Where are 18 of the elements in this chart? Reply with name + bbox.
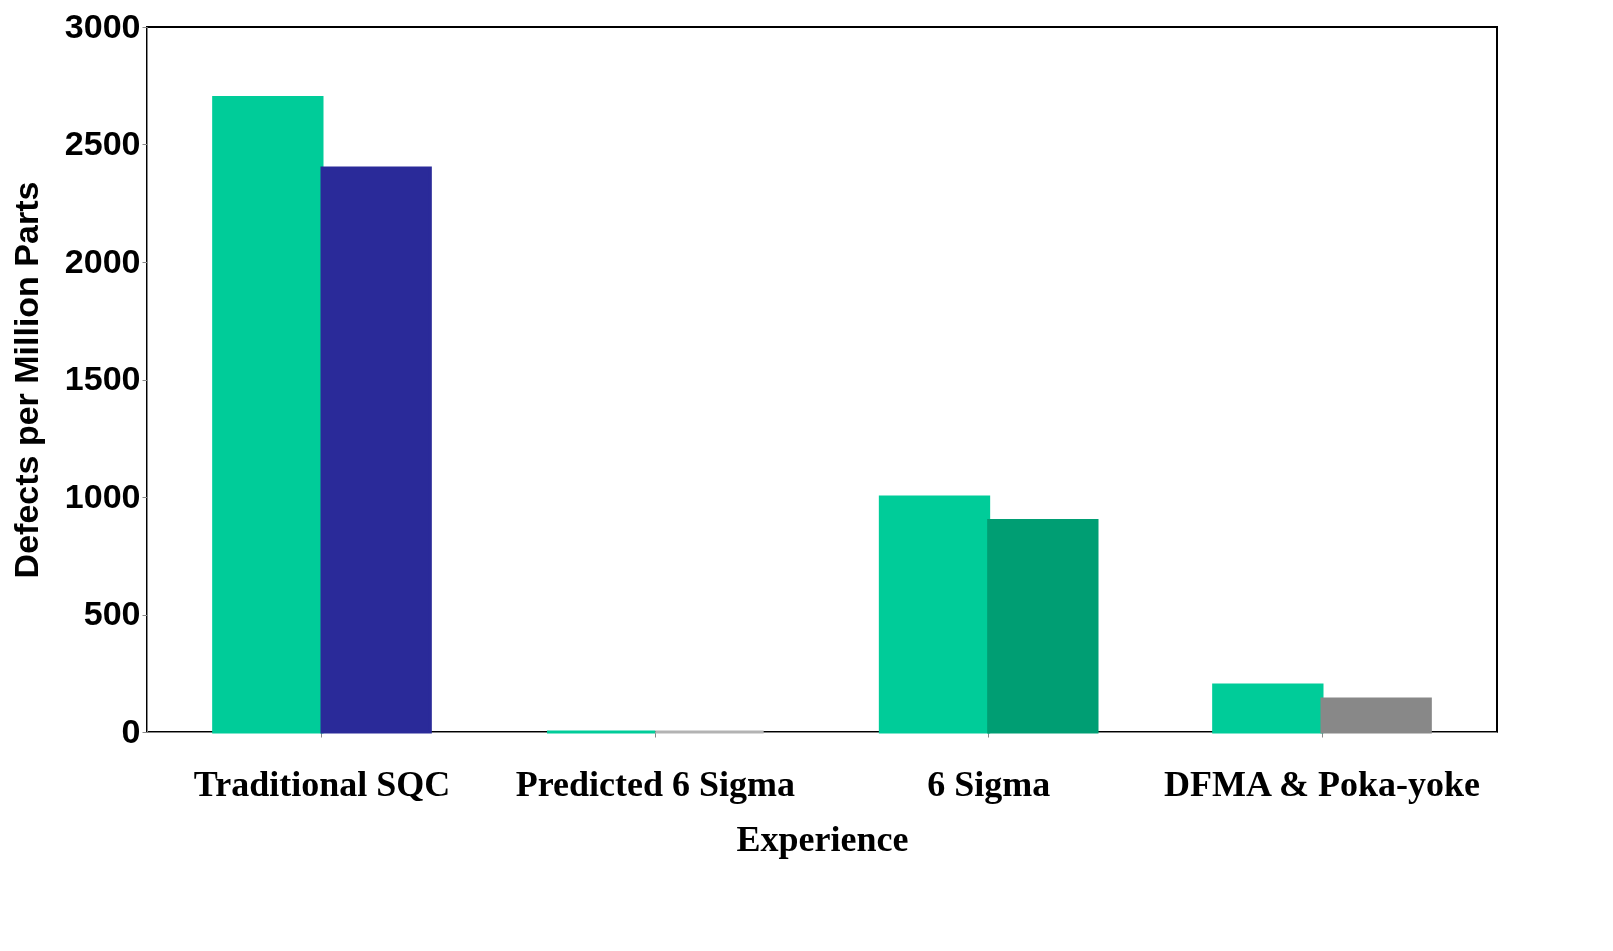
- y-axis-title: Defects per Million Parts: [6, 181, 45, 579]
- y-tick-label: 2000: [64, 241, 141, 280]
- x-axis-title: Experience: [736, 818, 909, 859]
- bar: [320, 166, 432, 734]
- y-tick-label: 1500: [64, 359, 141, 397]
- bar: [987, 519, 1099, 734]
- y-tick-label: 2500: [64, 124, 141, 162]
- bar: [878, 495, 991, 734]
- x-tick-label: DFMA & Poka-yoke: [1164, 763, 1480, 804]
- bar: [212, 96, 324, 734]
- y-tick-label: 1000: [64, 476, 141, 515]
- y-tick-label: 3000: [64, 6, 141, 45]
- bar: [1212, 683, 1324, 734]
- x-tick-label: Traditional SQC: [193, 763, 451, 804]
- y-tick-label: 0: [121, 711, 141, 750]
- x-tick-label: Predicted 6 Sigma: [515, 763, 795, 804]
- x-tick-label: 6 Sigma: [927, 763, 1051, 804]
- y-tick-label: 500: [83, 594, 141, 632]
